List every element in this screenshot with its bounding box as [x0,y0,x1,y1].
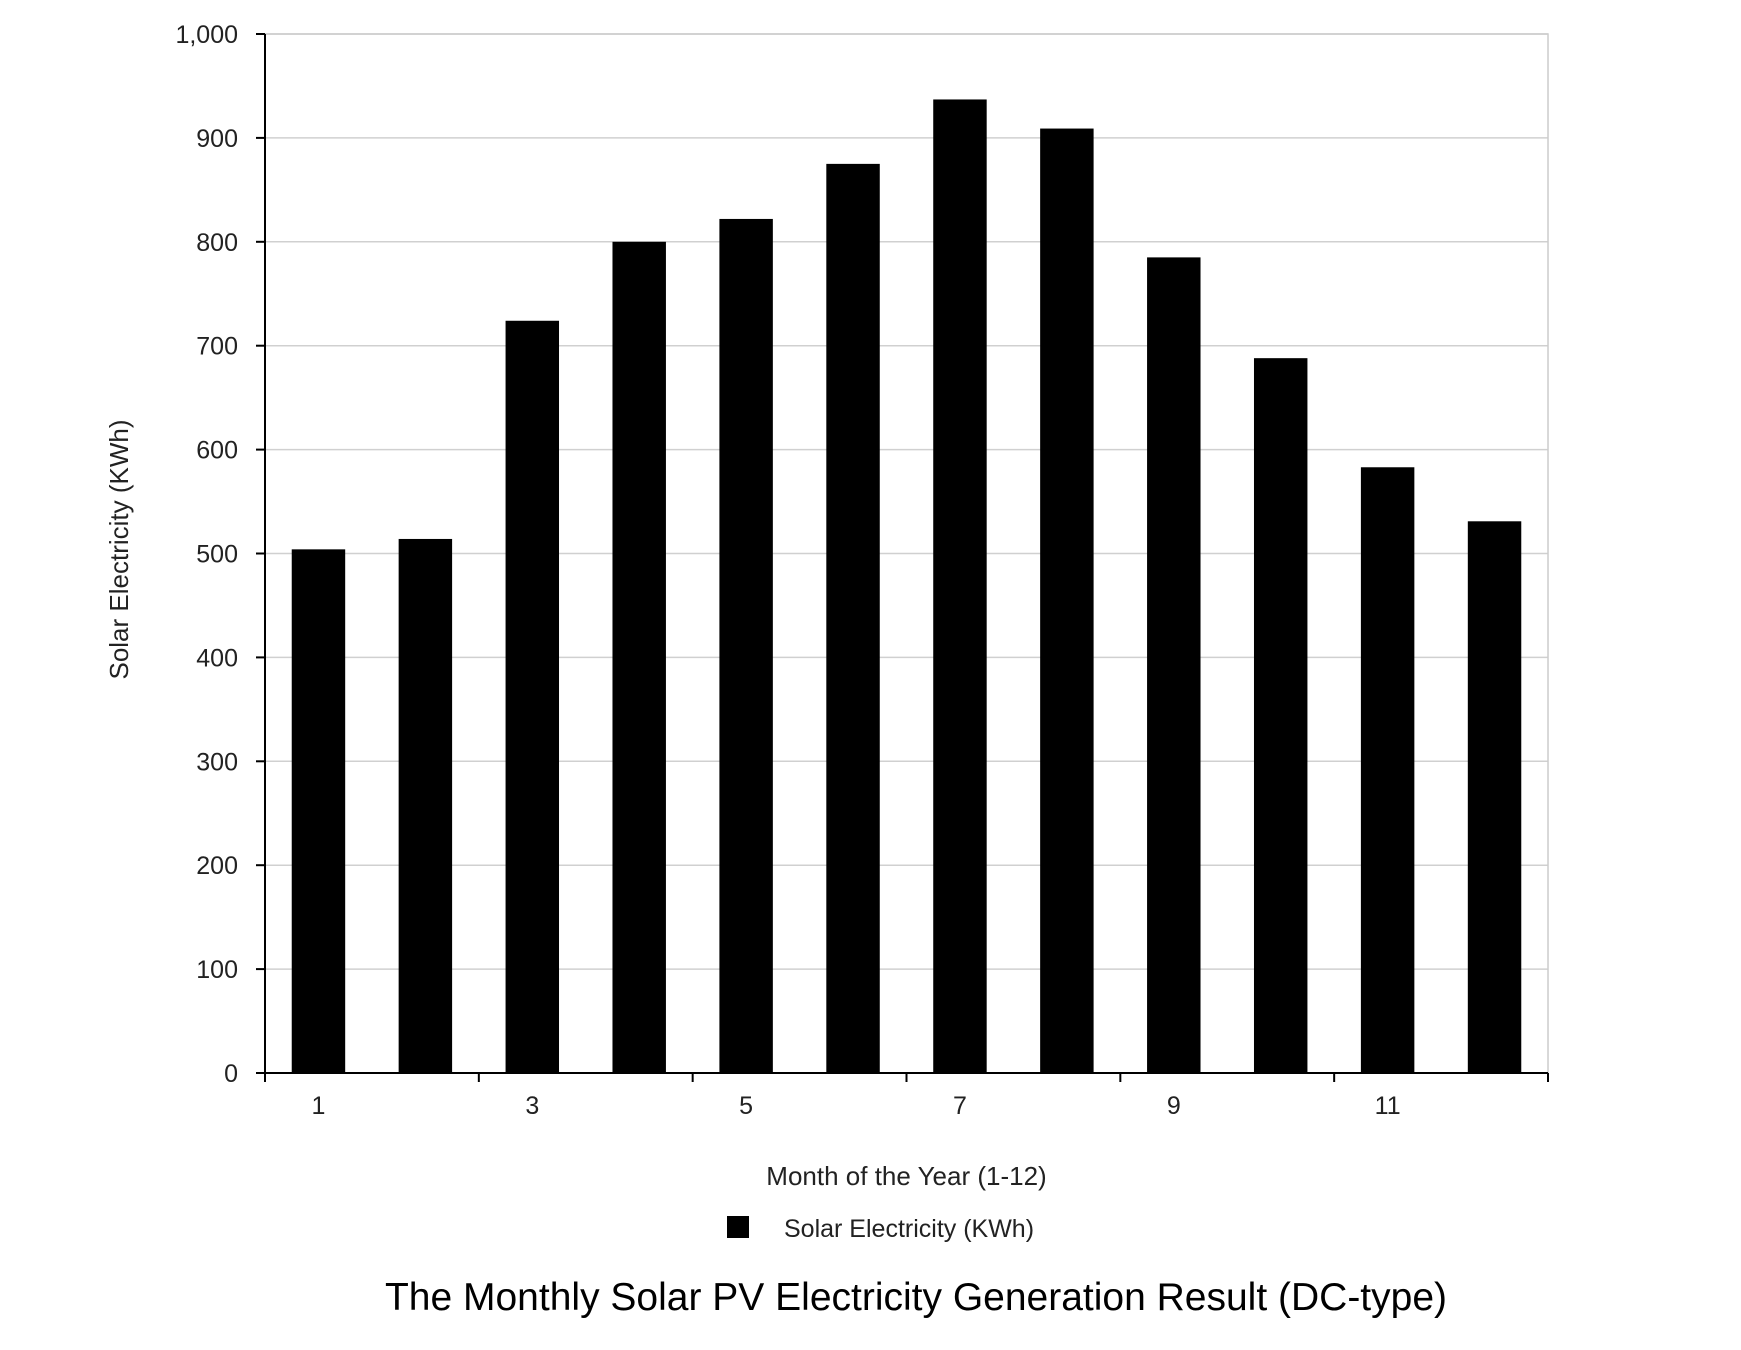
legend-swatch [727,1216,749,1238]
x-tick-label: 3 [525,1092,539,1120]
y-tick-label: 600 [196,437,238,465]
gridlines [265,33,1548,970]
bar-month-11 [1360,467,1415,1073]
bar-month-6 [826,163,880,1073]
y-tick-label: 400 [196,644,238,672]
chart-title: The Monthly Solar PV Electricity Generat… [385,1276,1447,1319]
y-tick-label: 300 [196,748,238,776]
legend: Solar Electricity (KWh) [727,1215,1034,1243]
x-tick-label: 5 [739,1092,753,1120]
legend-label: Solar Electricity (KWh) [784,1215,1034,1243]
y-tick-label: 100 [196,956,238,984]
y-axis-title: Solar Electricity (KWh) [104,419,134,679]
y-tick-label: 1,000 [175,21,238,49]
x-tick-label: 7 [953,1092,967,1120]
bar-month-8 [1040,128,1094,1073]
y-tick-label: 700 [196,333,238,361]
x-axis-title: Month of the Year (1-12) [766,1161,1046,1191]
bar-month-1 [291,549,346,1073]
x-tick-label: 9 [1167,1092,1181,1120]
bars [291,99,1522,1074]
y-tick-label: 200 [196,852,238,880]
bar-month-4 [612,241,666,1074]
axes [256,33,1549,1082]
x-tick-labels: 1 3 5 7 9 11 [312,1092,1401,1120]
y-tick-label: 800 [196,229,238,257]
bar-month-9 [1147,257,1201,1073]
x-tick-label: 11 [1375,1092,1401,1120]
bar-month-2 [398,538,453,1073]
bar-month-12 [1467,521,1522,1073]
x-tick-label: 1 [312,1092,326,1120]
y-tick-label: 0 [224,1060,238,1088]
y-tick-labels: 0 100 200 300 400 500 600 700 800 900 1,000 [175,21,238,1088]
y-tick-label: 900 [196,125,238,153]
y-tick-label: 500 [196,541,238,569]
bar-month-3 [505,320,560,1073]
bar-month-7 [933,99,987,1073]
bar-month-10 [1253,358,1308,1074]
bar-month-5 [719,218,773,1073]
